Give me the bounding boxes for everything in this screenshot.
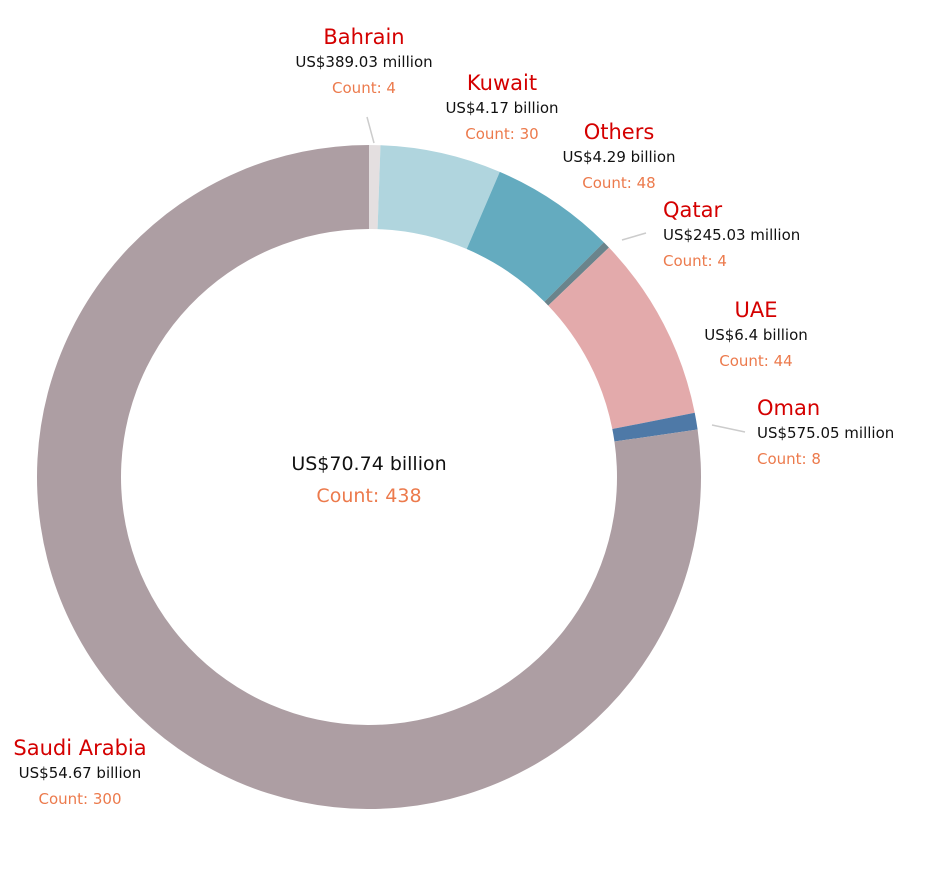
leader-line-oman xyxy=(711,424,746,433)
leader-line-bahrain xyxy=(366,116,375,144)
slice-oman[interactable] xyxy=(612,412,698,442)
slice-value: US$4.29 billion xyxy=(562,148,676,166)
slice-count: Count: 8 xyxy=(757,450,821,468)
slice-count: Count: 4 xyxy=(663,252,727,270)
center-count: Count: 438 xyxy=(316,485,422,507)
center-total: US$70.74 billion xyxy=(291,453,447,475)
slice-count: Count: 4 xyxy=(332,79,396,97)
slice-value: US$575.05 million xyxy=(757,424,895,442)
label-kuwait: Kuwait US$4.17 billion Count: 30 xyxy=(402,73,602,142)
slice-name: Oman xyxy=(757,396,821,420)
slice-name: Saudi Arabia xyxy=(13,736,147,760)
slice-kuwait[interactable] xyxy=(377,145,500,250)
slice-count: Count: 44 xyxy=(719,352,793,370)
slice-name: Bahrain xyxy=(323,25,405,49)
slice-name: UAE xyxy=(734,298,778,322)
label-qatar: Qatar US$245.03 million Count: 4 xyxy=(663,200,800,269)
label-saudi-arabia: Saudi Arabia US$54.67 billion Count: 300 xyxy=(0,738,160,807)
slice-qatar[interactable] xyxy=(544,242,609,306)
slice-count: Count: 30 xyxy=(465,125,539,143)
slice-count: Count: 300 xyxy=(38,790,122,808)
slice-value: US$389.03 million xyxy=(295,53,433,71)
label-bahrain: Bahrain US$389.03 million Count: 4 xyxy=(264,27,464,96)
label-others: Others US$4.29 billion Count: 48 xyxy=(519,122,719,191)
slice-name: Kuwait xyxy=(466,71,538,95)
slice-value: US$54.67 billion xyxy=(18,764,142,782)
slice-name: Others xyxy=(583,120,655,144)
leader-line-qatar xyxy=(621,232,647,241)
label-oman: Oman US$575.05 million Count: 8 xyxy=(757,398,894,467)
slice-value: US$6.4 billion xyxy=(704,326,808,344)
slice-bahrain[interactable] xyxy=(369,145,381,230)
slice-name: Qatar xyxy=(663,198,723,222)
slice-count: Count: 48 xyxy=(582,174,656,192)
center-label: US$70.74 billion Count: 438 xyxy=(219,453,519,507)
slice-value: US$245.03 million xyxy=(663,226,801,244)
slice-uae[interactable] xyxy=(548,247,695,430)
slice-value: US$4.17 billion xyxy=(445,99,559,117)
slice-others[interactable] xyxy=(466,171,604,302)
label-uae: UAE US$6.4 billion Count: 44 xyxy=(656,300,856,369)
